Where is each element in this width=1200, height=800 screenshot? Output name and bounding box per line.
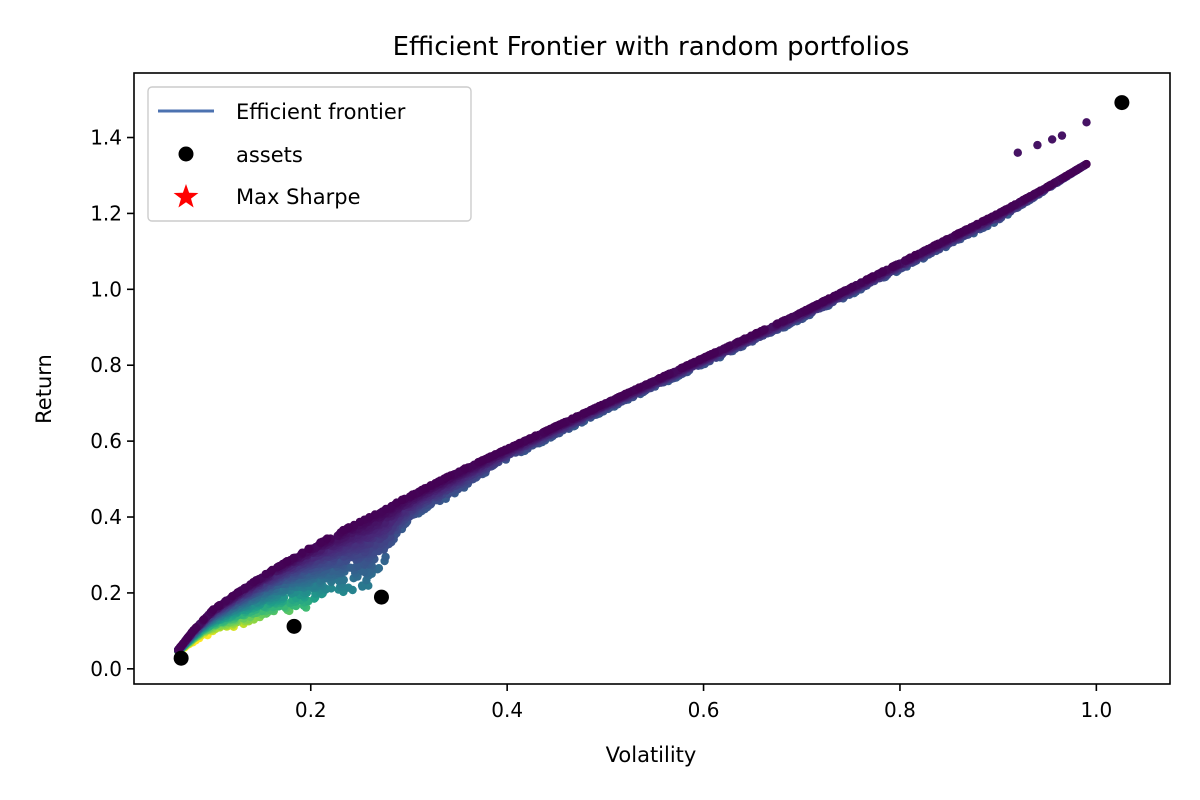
portfolio-point — [221, 596, 231, 605]
portfolio-point — [240, 583, 249, 593]
portfolio-point — [381, 552, 390, 562]
chart-title: Efficient Frontier with random portfolio… — [393, 32, 910, 62]
plot-area — [173, 95, 1130, 666]
portfolio-point — [919, 246, 929, 256]
portfolio-point — [374, 564, 384, 573]
portfolio-point — [337, 575, 346, 584]
portfolio-point — [344, 583, 353, 592]
portfolio-point — [358, 567, 367, 576]
portfolio-point — [733, 338, 742, 347]
portfolio-point — [724, 342, 733, 351]
random-portfolios — [174, 118, 1091, 656]
portfolio-point — [327, 584, 336, 593]
